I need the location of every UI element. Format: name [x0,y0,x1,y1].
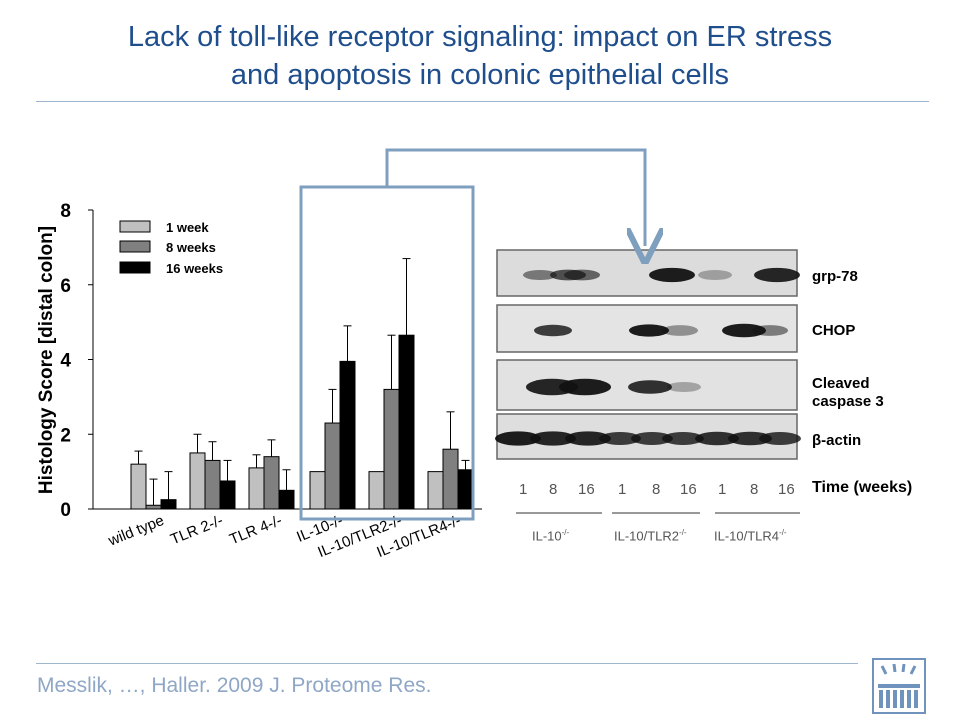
bar [442,448,459,510]
title-divider [36,101,929,102]
y-tick-label: 8 [60,201,71,222]
category-label: TLR 4-/- [227,512,284,548]
blot-band [629,324,669,337]
y-tick-label: 4 [60,351,71,372]
footer-divider [36,663,858,664]
genotype-label-il10: IL-10-/- [532,528,570,544]
lane-label: 1 [519,481,528,498]
blot-band [564,269,600,281]
blot-band [649,267,695,283]
bar [383,388,400,510]
legend-label: 8 weeks [166,240,216,255]
bar [309,471,326,510]
blot-band [754,267,800,283]
blot-band [698,269,732,281]
legend-label: 16 weeks [166,261,223,276]
lane-label: 16 [680,481,697,498]
blot-band [559,378,611,396]
title-line-1: Lack of toll-like receptor signaling: im… [127,21,833,53]
lane-label: 16 [778,481,795,498]
category-label: wild type [105,512,166,550]
bar [219,480,236,510]
blot-band [631,432,673,445]
bar [368,471,385,510]
legend-label: 1 week [166,220,209,235]
blot-band [752,325,788,336]
blot-label-chop: CHOP [812,322,856,339]
blot-band [728,431,772,446]
blot-band [530,431,576,446]
blot-band [534,324,572,337]
blot-band [662,325,698,336]
bar [130,463,147,510]
bar [398,334,415,510]
bar [145,504,162,510]
genotype-label-il10-tlr4: IL-10/TLR4-/- [714,528,787,544]
blot-label-grp78: grp-78 [812,268,858,285]
y-tick-label: 2 [60,425,71,446]
y-axis-label: Histology Score [distal colon] [36,226,57,494]
bar [204,459,221,510]
lane-label: 8 [549,481,558,498]
blot-band [523,269,557,281]
blot-label-caspase: Cleaved caspase 3 [812,375,884,410]
genotype-label-il10-tlr2: IL-10/TLR2-/- [614,528,687,544]
institution-logo [872,658,926,714]
bar [248,467,265,510]
bar [160,499,177,510]
blot-band [695,431,739,446]
blot-band [495,431,541,446]
blot-band [662,432,704,445]
slide-title: Lack of toll-like receptor signaling: im… [0,18,960,94]
blot-band [599,432,641,445]
bar [189,452,206,510]
legend-swatch [119,220,151,233]
category-label: TLR 2-/- [168,512,225,548]
lane-label: 16 [578,481,595,498]
blot-band [667,381,701,393]
lane-label: 1 [618,481,627,498]
y-tick-label: 0 [60,500,71,521]
y-tick-label: 6 [60,276,71,297]
lane-label: 1 [718,481,727,498]
blot-band [759,432,801,445]
connector-arrow [385,148,645,246]
lane-label: 8 [750,481,759,498]
time-label: Time (weeks) [812,479,913,496]
legend-swatch [119,240,151,253]
lane-label: 8 [652,481,661,498]
bar [427,471,444,510]
bar [278,489,295,510]
bar [263,456,280,510]
title-line-2: and apoptosis in colonic epithelial cell… [230,59,730,91]
blot-band [722,323,766,338]
blot-band [565,431,611,446]
bar [324,422,341,510]
bar [457,469,474,510]
blot-band [628,380,672,394]
legend-swatch [119,261,151,274]
bar [339,360,356,510]
blot-label-actin: β-actin [812,432,862,449]
citation: Messlik, …, Haller. 2009 J. Proteome Res… [37,674,432,697]
